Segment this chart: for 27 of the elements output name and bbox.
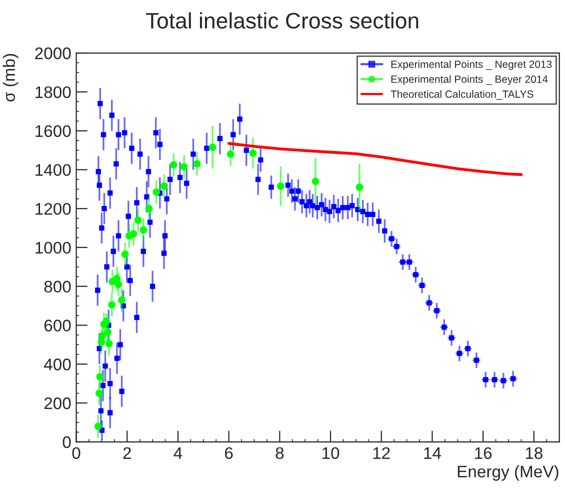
legend-label: Experimental Points _ Beyer 2014 xyxy=(391,75,548,85)
y-tick-label: 2000 xyxy=(35,47,71,60)
y-tick-label: 200 xyxy=(44,397,71,410)
legend-label: Experimental Points _ Negret 2013 xyxy=(391,60,552,70)
y-tick-label: 1200 xyxy=(36,202,71,215)
x-tick-label: 0 xyxy=(72,447,80,460)
y-tick-label: 800 xyxy=(44,280,71,293)
x-tick-label: 14 xyxy=(424,447,442,459)
x-tick-label: 4 xyxy=(174,447,182,459)
legend-label: Theoretical Calculation_TALYS xyxy=(390,90,534,100)
x-axis-title: Energy (MeV) xyxy=(458,465,558,481)
x-tick-label: 8 xyxy=(276,447,284,460)
y-tick-label: 1600 xyxy=(36,125,71,138)
y-tick-label: 1400 xyxy=(36,164,71,176)
y-tick-label: 0 xyxy=(62,436,71,448)
chart-title: Total inelastic Cross section xyxy=(146,12,418,29)
x-tick-label: 2 xyxy=(123,447,131,459)
y-tick-label: 400 xyxy=(44,358,71,370)
y-tick-label: 1800 xyxy=(36,86,71,98)
x-tick-label: 6 xyxy=(225,447,233,460)
x-tick-label: 16 xyxy=(475,447,492,460)
y-tick-label: 1000 xyxy=(36,242,71,254)
x-tick-label: 18 xyxy=(526,447,542,460)
y-tick-label: 600 xyxy=(44,320,71,332)
y-axis-title: σ (mb) xyxy=(2,54,18,102)
x-tick-label: 10 xyxy=(322,447,340,460)
x-tick-label: 12 xyxy=(373,447,390,459)
